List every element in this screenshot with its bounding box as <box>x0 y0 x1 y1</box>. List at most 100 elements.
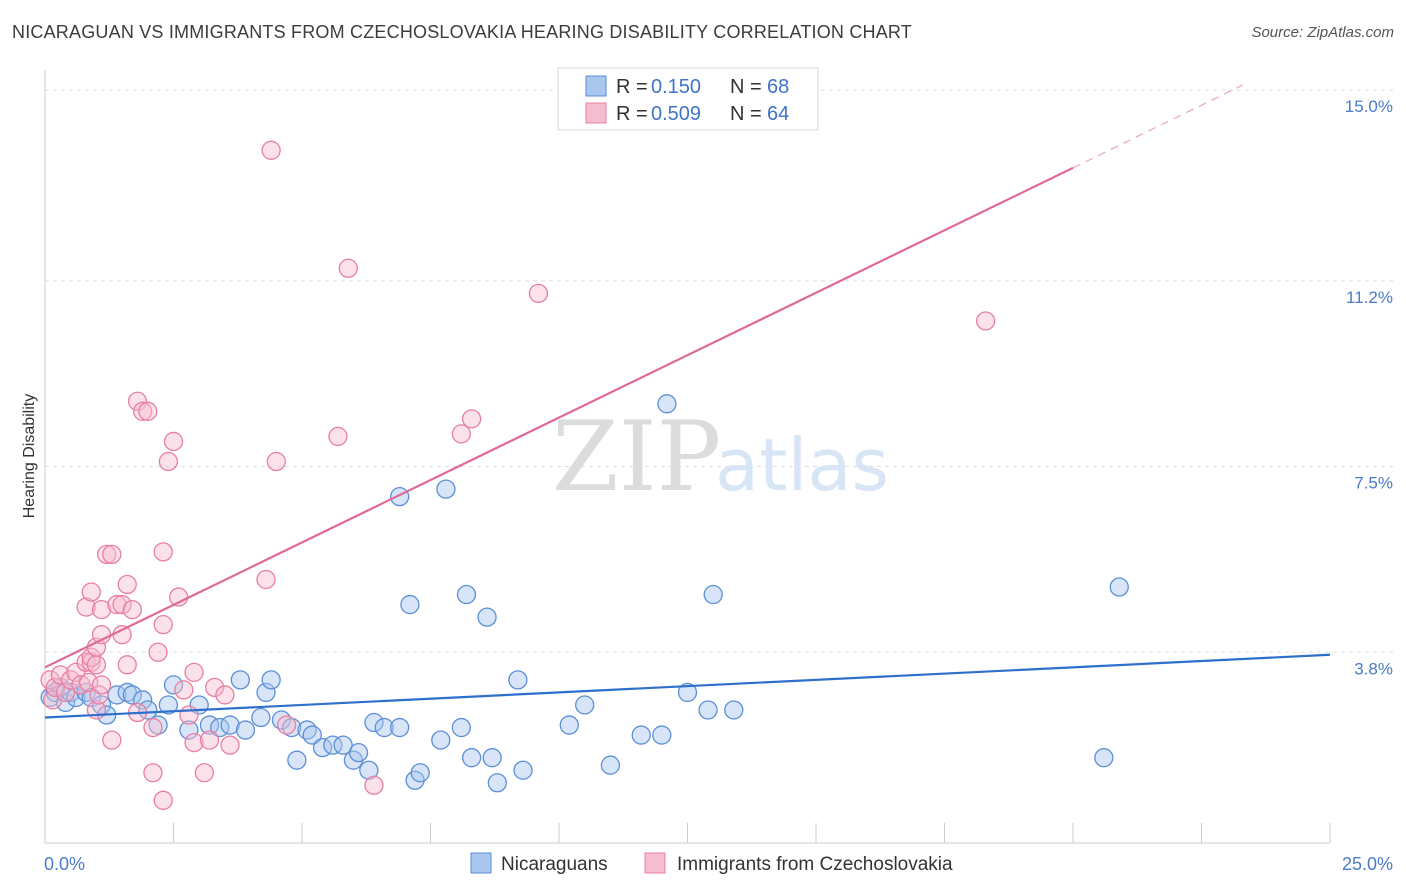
bottom-legend-label-czechoslovakia: Immigrants from Czechoslovakia <box>677 854 953 875</box>
data-point <box>91 675 112 695</box>
data-point <box>323 735 343 755</box>
data-point <box>652 725 672 745</box>
legend-swatch-blue <box>585 75 607 97</box>
data-point <box>102 730 122 750</box>
y-tick-label: 3.8% <box>1354 659 1393 678</box>
data-point <box>261 670 281 690</box>
data-point <box>153 615 173 635</box>
data-point <box>328 426 348 447</box>
data-point <box>179 720 199 740</box>
data-point <box>179 705 199 725</box>
legend-n-value-0: 68 <box>767 76 789 98</box>
trend-line-nicaraguans <box>44 653 1331 719</box>
data-point <box>55 682 76 703</box>
data-point <box>107 594 127 615</box>
legend-r-label-0: R = <box>616 76 648 98</box>
data-point <box>138 401 158 421</box>
chart-title: NICARAGUAN VS IMMIGRANTS FROM CZECHOSLOV… <box>12 22 913 42</box>
data-point <box>81 582 101 602</box>
x-tick-label-min: 0.0% <box>44 854 85 874</box>
data-point <box>163 431 184 452</box>
series-czechoslovakia <box>40 100 996 810</box>
data-point <box>559 715 579 735</box>
data-point <box>71 675 91 695</box>
data-point <box>276 715 297 735</box>
data-point <box>184 662 204 682</box>
data-point <box>256 682 276 703</box>
data-point <box>282 717 302 738</box>
data-point <box>153 790 173 810</box>
data-point <box>127 391 148 411</box>
data-point <box>194 763 214 783</box>
data-point <box>112 594 132 615</box>
data-point <box>657 394 677 414</box>
data-point <box>143 763 163 783</box>
data-point <box>364 712 384 733</box>
data-point <box>220 715 240 735</box>
data-point <box>631 725 651 745</box>
data-point <box>158 451 179 472</box>
data-point <box>122 599 143 620</box>
data-point <box>359 760 379 780</box>
data-point <box>122 685 143 705</box>
y-tick-label: 15.0% <box>1345 97 1393 116</box>
data-point <box>66 687 86 708</box>
data-point <box>215 685 235 705</box>
data-point <box>112 625 132 645</box>
legend-r-label-1: R = <box>616 103 648 125</box>
data-point <box>199 730 220 750</box>
trend-line-czechoslovakia-extension <box>1072 84 1243 169</box>
data-point <box>364 775 384 795</box>
data-point <box>158 695 179 715</box>
legend-swatch-pink <box>585 102 607 124</box>
data-point <box>390 717 410 738</box>
watermark: ZIP atlas <box>552 401 889 513</box>
data-point <box>81 652 101 672</box>
data-point <box>174 680 194 700</box>
bottom-legend-swatch-blue <box>470 852 492 874</box>
data-point <box>261 140 281 160</box>
watermark-atlas: atlas <box>715 423 889 507</box>
data-point <box>600 755 621 775</box>
bottom-legend: Nicaraguans Immigrants from Czechoslovak… <box>470 852 953 875</box>
data-point <box>1109 577 1129 597</box>
stats-legend: R = 0.150 N = 68 R = 0.509 N = 64 <box>557 67 819 131</box>
chart-source: Source: ZipAtlas.com <box>1251 24 1394 41</box>
legend-n-label-1: N = <box>730 103 762 125</box>
data-point <box>148 642 168 662</box>
legend-n-value-1: 64 <box>767 103 789 125</box>
data-point <box>513 760 533 780</box>
data-point <box>230 670 250 690</box>
data-point <box>184 732 204 753</box>
data-point <box>287 750 307 770</box>
data-point <box>482 748 502 768</box>
data-point <box>102 544 122 565</box>
bottom-legend-label-nicaraguans: Nicaraguans <box>501 854 608 875</box>
data-point <box>508 670 528 690</box>
data-point <box>81 687 101 708</box>
legend-n-label-0: N = <box>730 76 762 98</box>
x-tick-label-max: 25.0% <box>1342 854 1393 874</box>
data-point <box>143 717 163 738</box>
data-point <box>1094 748 1114 768</box>
watermark-zip: ZIP <box>552 401 721 513</box>
data-point <box>45 677 65 698</box>
data-point <box>724 700 744 720</box>
data-point <box>148 715 168 735</box>
data-point <box>97 544 117 565</box>
data-point <box>410 763 430 783</box>
data-point <box>266 451 286 472</box>
data-point <box>204 677 225 698</box>
data-point <box>86 655 107 675</box>
data-point <box>528 283 549 304</box>
data-point <box>575 695 595 715</box>
data-point <box>117 682 137 703</box>
data-point <box>256 569 276 590</box>
data-point <box>220 735 240 755</box>
data-point <box>153 542 173 562</box>
data-point <box>461 409 482 429</box>
data-point <box>390 487 410 507</box>
legend-r-value-0: 0.150 <box>651 76 701 98</box>
data-point <box>374 717 394 738</box>
data-point <box>133 401 153 421</box>
